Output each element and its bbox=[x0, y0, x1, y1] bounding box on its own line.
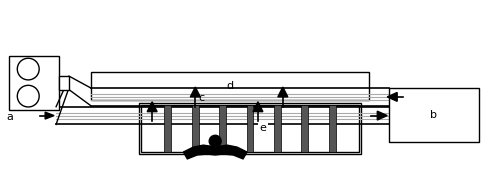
Polygon shape bbox=[190, 87, 200, 97]
Text: c: c bbox=[199, 93, 205, 103]
Text: a: a bbox=[6, 112, 13, 122]
Bar bbox=[301, 105, 308, 152]
Bar bbox=[138, 103, 362, 154]
Circle shape bbox=[209, 135, 221, 147]
Polygon shape bbox=[387, 92, 397, 101]
Bar bbox=[91, 72, 369, 100]
Circle shape bbox=[18, 58, 39, 80]
Polygon shape bbox=[45, 112, 54, 119]
Bar bbox=[164, 105, 172, 152]
Bar bbox=[246, 105, 254, 152]
Polygon shape bbox=[378, 111, 387, 120]
Text: d: d bbox=[226, 81, 234, 91]
Bar bbox=[328, 105, 336, 152]
Bar bbox=[140, 105, 360, 152]
Polygon shape bbox=[184, 145, 247, 159]
Circle shape bbox=[18, 85, 39, 107]
Polygon shape bbox=[278, 87, 288, 97]
Text: e: e bbox=[260, 123, 266, 133]
Polygon shape bbox=[147, 102, 157, 112]
Bar bbox=[274, 105, 281, 152]
Bar bbox=[59, 76, 69, 90]
Polygon shape bbox=[253, 102, 263, 112]
Bar bbox=[389, 88, 478, 142]
Text: b: b bbox=[430, 110, 438, 120]
Bar bbox=[192, 105, 199, 152]
Bar bbox=[219, 105, 226, 152]
Bar bbox=[10, 55, 59, 110]
